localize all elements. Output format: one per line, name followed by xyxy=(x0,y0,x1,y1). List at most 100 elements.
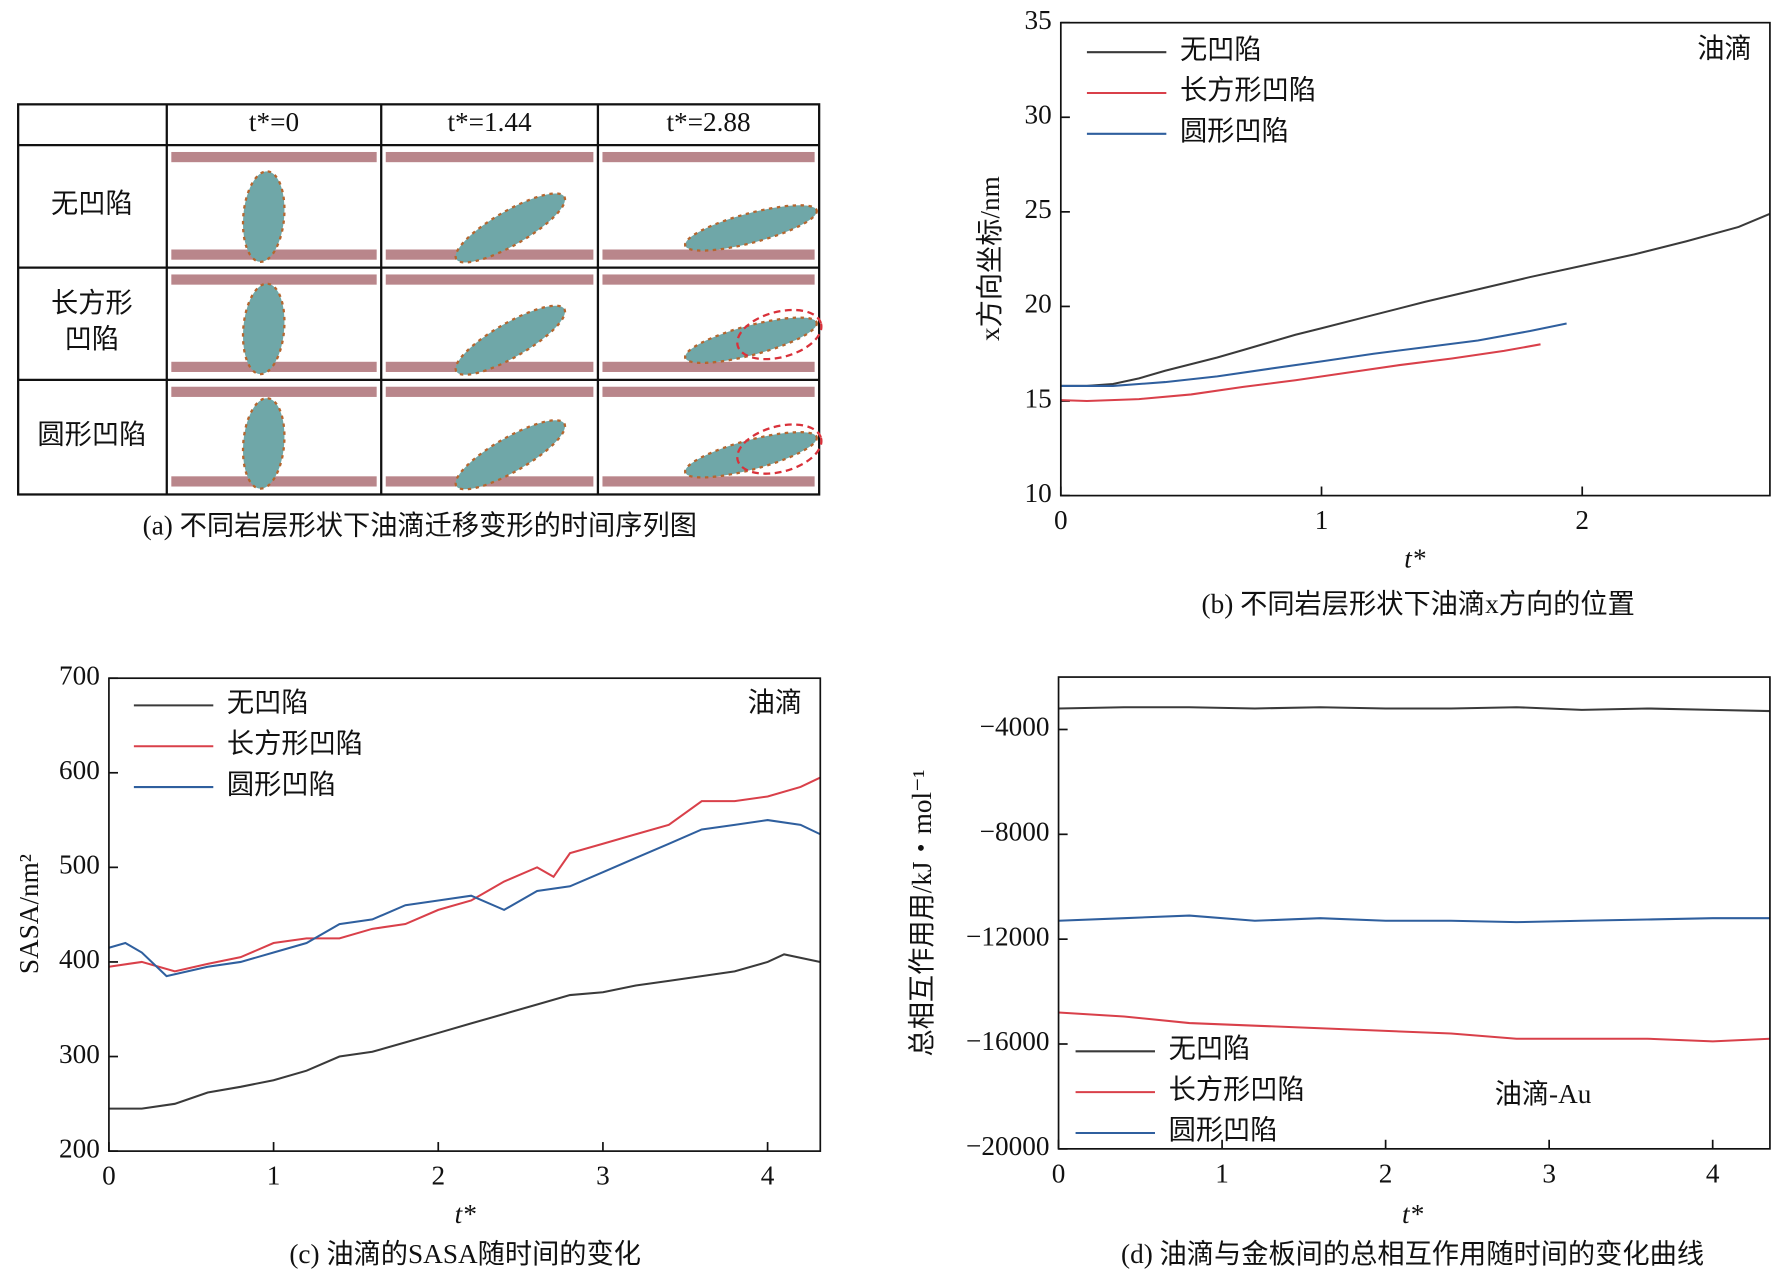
chart: 10 15 20 25 30 35 0 1 2 t* x方向坐标/nm 油滴 (b) 不同岩层形状下油滴… xyxy=(975,5,1771,619)
y-tick-label: −12000 xyxy=(966,921,1049,951)
row-label: 圆形凹陷 xyxy=(37,419,146,449)
wall xyxy=(171,151,377,163)
y-tick-label: 500 xyxy=(59,850,100,880)
y-tick-label: −8000 xyxy=(980,817,1050,847)
y-axis-label: SASA/nm² xyxy=(14,854,44,974)
legend-label: 圆形凹陷 xyxy=(227,769,336,799)
oil-droplet xyxy=(241,397,286,490)
row-label: 长方形 xyxy=(51,288,133,318)
column-header: t*=0 xyxy=(249,107,299,137)
plot-frame xyxy=(1059,21,1771,497)
wall xyxy=(171,361,377,372)
caption: (c) 油滴的SASA随时间的变化 xyxy=(289,1239,641,1269)
x-tick-label: 1 xyxy=(1315,505,1329,535)
oil-droplet xyxy=(454,419,567,491)
wall xyxy=(602,476,815,487)
wall xyxy=(602,274,815,285)
legend-label: 圆形凹陷 xyxy=(1169,1115,1278,1145)
highlight-ring xyxy=(736,423,823,475)
panel-a-caption: (a) 不同岩层形状下油滴迁移变形的时间序列图 xyxy=(143,511,697,541)
y-tick-label: −4000 xyxy=(980,712,1050,742)
x-tick-label: 1 xyxy=(1215,1158,1229,1188)
row-label: 无凹陷 xyxy=(51,189,133,219)
series-line xyxy=(1060,322,1567,387)
x-axis-label: t* xyxy=(455,1199,477,1229)
wall xyxy=(385,151,594,163)
x-tick-label: 0 xyxy=(1052,1158,1066,1188)
y-tick-label: −20000 xyxy=(966,1131,1049,1161)
y-tick-label: 15 xyxy=(1025,383,1052,413)
chart: 200 300 400 500 600 700 0 1 2 3 4 t* SASA/nm² 油滴 (c) 油… xyxy=(14,660,822,1269)
x-tick-label: 3 xyxy=(596,1161,610,1191)
series-line xyxy=(108,953,821,1110)
y-tick-label: 30 xyxy=(1025,100,1052,130)
oil-droplet xyxy=(454,304,567,376)
legend-label: 长方形凹陷 xyxy=(227,728,363,758)
annotation: 油滴-Au xyxy=(1495,1079,1592,1109)
legend-label: 无凹陷 xyxy=(1169,1034,1251,1064)
y-tick-label: −16000 xyxy=(966,1026,1049,1056)
wall xyxy=(602,386,815,397)
x-tick-label: 0 xyxy=(1054,505,1068,535)
wall xyxy=(385,274,594,285)
series-line xyxy=(1060,212,1771,387)
x-axis-label: t* xyxy=(1404,544,1426,574)
legend-label: 长方形凹陷 xyxy=(1169,1074,1305,1104)
highlight-ring xyxy=(736,308,823,361)
series-line xyxy=(1058,914,1770,924)
wall xyxy=(602,361,815,372)
legend-label: 无凹陷 xyxy=(1180,34,1262,64)
series-line xyxy=(1058,1011,1770,1043)
legend-label: 长方形凹陷 xyxy=(1180,75,1316,105)
y-tick-label: 200 xyxy=(59,1133,100,1163)
oil-droplet xyxy=(683,204,818,252)
plot-frame xyxy=(108,677,822,1152)
y-axis-label: x方向坐标/nm xyxy=(975,176,1005,341)
column-header: t*=1.44 xyxy=(447,107,532,137)
x-tick-label: 3 xyxy=(1542,1158,1556,1188)
series-line xyxy=(1058,706,1770,713)
wall xyxy=(602,151,815,163)
caption: (d) 油滴与金板间的总相互作用随时间的变化曲线 xyxy=(1121,1239,1704,1269)
plot-frame xyxy=(1057,676,1771,1150)
y-tick-label: 25 xyxy=(1025,194,1052,224)
x-tick-label: 1 xyxy=(267,1161,281,1191)
wall xyxy=(602,249,815,260)
x-tick-label: 2 xyxy=(1379,1158,1393,1188)
y-tick-label: 300 xyxy=(59,1039,100,1069)
wall xyxy=(171,249,377,260)
series-line xyxy=(108,776,821,973)
y-tick-label: 10 xyxy=(1025,478,1052,508)
legend-label: 无凹陷 xyxy=(227,688,309,718)
wall xyxy=(171,386,377,397)
column-header: t*=2.88 xyxy=(666,107,750,137)
y-tick-label: 600 xyxy=(59,755,100,785)
series-line xyxy=(1060,343,1541,403)
x-tick-label: 2 xyxy=(431,1161,445,1191)
wall xyxy=(171,274,377,285)
y-axis-label: 总相互作用用/kJ・mol⁻¹ xyxy=(907,769,937,1056)
x-tick-label: 4 xyxy=(761,1161,775,1191)
oil-droplet xyxy=(241,170,286,263)
x-tick-label: 4 xyxy=(1706,1158,1720,1188)
y-tick-label: 20 xyxy=(1025,289,1052,319)
series-line xyxy=(108,819,821,978)
oil-droplet xyxy=(241,282,286,376)
wall xyxy=(385,386,594,397)
x-tick-label: 0 xyxy=(102,1161,116,1191)
x-axis-label: t* xyxy=(1402,1199,1424,1229)
y-tick-label: 400 xyxy=(59,944,100,974)
caption: (b) 不同岩层形状下油滴x方向的位置 xyxy=(1202,589,1635,619)
grid-frame xyxy=(17,103,821,496)
y-tick-label: 35 xyxy=(1025,5,1052,35)
x-tick-label: 2 xyxy=(1575,505,1589,535)
annotation: 油滴 xyxy=(748,688,802,718)
annotation: 油滴 xyxy=(1697,33,1751,63)
row-label: 凹陷 xyxy=(65,324,119,354)
oil-droplet xyxy=(454,192,567,264)
y-tick-label: 700 xyxy=(59,660,100,690)
wall xyxy=(171,476,377,487)
